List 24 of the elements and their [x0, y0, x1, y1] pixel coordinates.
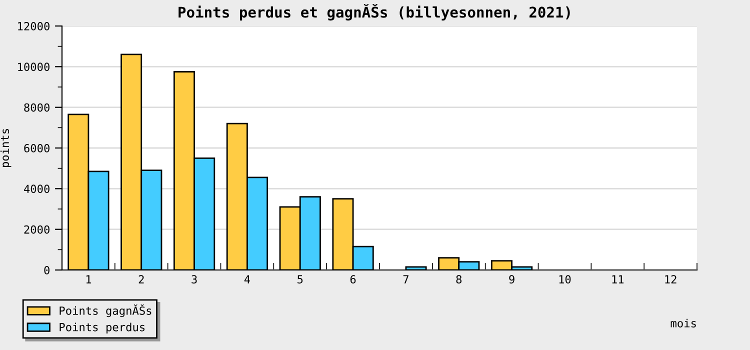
y-tick-label: 2000 [24, 225, 50, 234]
x-tick-label: 9 [509, 275, 514, 284]
chart-title: Points perdus et gagnĂŠs (billyesonnen, 2021) [178, 4, 570, 21]
x-tick-label: 6 [350, 275, 356, 284]
x-tick-label: 3 [192, 275, 197, 284]
y-tick-label: 8000 [24, 103, 50, 112]
x-tick-label: 5 [298, 275, 303, 284]
y-axis-title: points [0, 129, 12, 168]
x-tick-label: 10 [559, 275, 571, 284]
x-tick-label: 7 [403, 275, 408, 284]
x-tick-label: 8 [456, 275, 462, 284]
x-tick-label: 11 [612, 275, 624, 284]
y-tick-label: 10000 [18, 62, 50, 72]
x-tick-label: 1 [86, 275, 92, 284]
y-tick-label: 4000 [24, 184, 50, 194]
y-tick-label: 12000 [18, 22, 50, 30]
x-axis-title: mois [670, 318, 696, 328]
legend-label: Points gagnĂŠs [60, 304, 152, 318]
legend-label: Points perdus [60, 322, 145, 334]
y-tick-label: 0 [44, 266, 50, 274]
x-tick-label: 12 [665, 275, 676, 284]
y-tick-label: 6000 [24, 144, 50, 152]
x-tick-label: 4 [244, 275, 250, 284]
x-tick-label: 2 [138, 275, 144, 284]
